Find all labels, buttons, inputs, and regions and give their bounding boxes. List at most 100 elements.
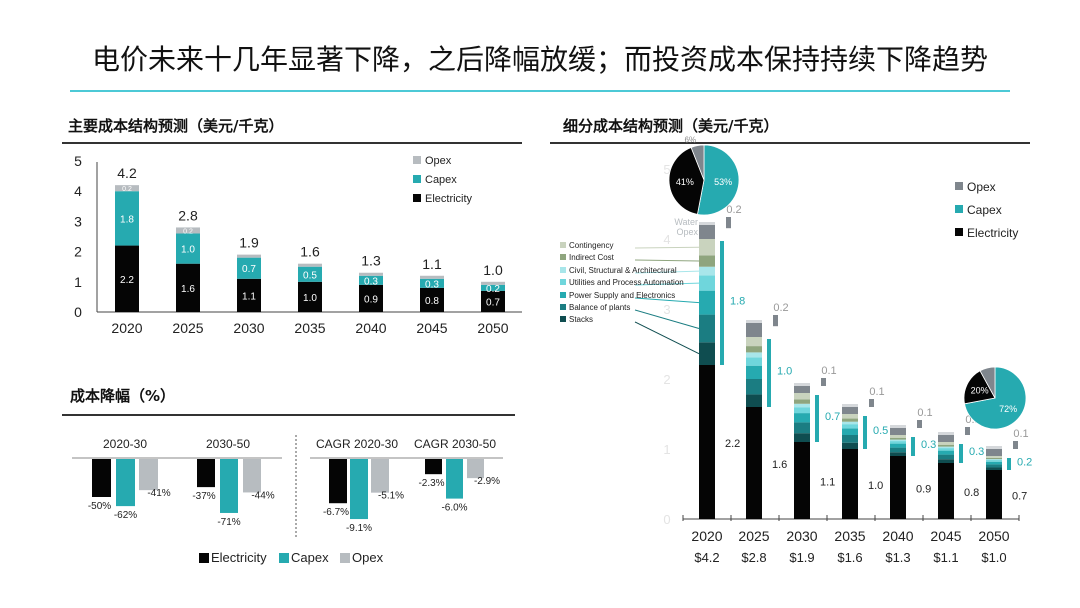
reduction-bar	[350, 459, 368, 520]
y-tick-label: 4	[663, 232, 670, 247]
x-tick-label: 2045	[416, 320, 447, 336]
slide-title: 电价未来十几年显著下降，之后降幅放缓；而投资成本保持持续下降趋势	[91, 43, 988, 76]
component-legend-label: Balance of plants	[569, 303, 630, 312]
component-swatch	[560, 279, 566, 285]
opex-value-label: 0.1	[917, 407, 932, 419]
bar-value-label: 0.9	[364, 294, 378, 305]
group-label: 2030-50	[206, 437, 250, 451]
opex-value-label: 0.2	[726, 204, 741, 216]
opex-marker	[965, 427, 970, 435]
leader-line	[634, 246, 700, 249]
reduction-bar	[243, 459, 261, 493]
group-label: 2020-30	[103, 437, 147, 451]
pie-slice-electricity	[668, 146, 705, 215]
bar-capex	[115, 191, 139, 246]
bar-capex-indirect-cost	[794, 399, 810, 404]
capex-value-label: 0.3	[969, 446, 984, 458]
bar-total-label: 1.9	[239, 235, 259, 251]
x-tick-label: 2050	[978, 528, 1009, 544]
bar-capex	[420, 278, 444, 288]
y-tick-label: 1	[663, 442, 670, 457]
opex-marker	[773, 315, 778, 327]
bar-electricity	[794, 442, 810, 519]
bar-electricity	[746, 407, 762, 519]
opex-value-label: 0.1	[821, 365, 836, 377]
group-label: CAGR 2020-30	[316, 437, 398, 451]
x-tick-label: 2020	[111, 320, 142, 336]
legend-swatch	[413, 194, 421, 202]
bar-electricity	[237, 278, 261, 312]
section-divider	[550, 142, 1030, 144]
capex-bracket	[767, 339, 771, 407]
bar-capex-indirect-cost	[699, 255, 715, 267]
bar-value-label: 0.3	[425, 279, 439, 290]
reduction-label: -6.7%	[323, 507, 349, 518]
reduction-label: -2.9%	[474, 476, 500, 487]
bar-electricity	[298, 281, 322, 312]
bar-electricity	[699, 365, 715, 519]
bar-total-label: 1.0	[483, 262, 503, 278]
detail-cost-title: 细分成本结构预测（美元/千克）	[563, 117, 779, 135]
reduction-bar	[425, 459, 442, 475]
bar-electricity	[481, 290, 505, 312]
reduction-bar	[329, 459, 347, 504]
legend-swatch	[955, 228, 963, 236]
bar-electricity	[890, 456, 906, 519]
reduction-bar	[467, 459, 484, 479]
bar-capex	[237, 257, 261, 279]
bar-value-label: 1.0	[303, 293, 317, 304]
capex-bracket	[863, 416, 867, 449]
y-tick-label: 3	[663, 302, 670, 317]
legend-swatch	[199, 553, 209, 563]
electricity-value-label: 0.8	[964, 487, 979, 499]
legend-label: Capex	[967, 203, 1002, 217]
title-divider	[70, 90, 1010, 92]
bar-opex	[176, 227, 200, 234]
bar-capex-civil-structural-architectural	[746, 352, 762, 358]
x-tick-label: 2020	[691, 528, 722, 544]
total-cost-label: $1.6	[837, 550, 862, 565]
bar-capex-utilities-and-process-automation	[890, 441, 906, 444]
bar-capex-power-supply-and-electronics	[938, 450, 954, 455]
bar-water	[986, 446, 1002, 449]
bar-water	[890, 425, 906, 428]
bar-capex-indirect-cost	[890, 437, 906, 440]
bar-value-label: 0.8	[425, 296, 439, 307]
electricity-value-label: 2.2	[725, 438, 740, 450]
pie-slice-opex	[690, 144, 705, 181]
component-legend-label: Contingency	[569, 241, 613, 250]
total-cost-label: $2.8	[741, 550, 766, 565]
bar-capex-stacks	[699, 342, 715, 365]
component-swatch	[560, 292, 566, 298]
bar-total-label: 2.8	[178, 207, 198, 223]
bar-total-label: 1.6	[300, 244, 320, 260]
pie-label: 20%	[971, 386, 989, 396]
section-divider	[62, 142, 522, 144]
bar-capex-utilities-and-process-automation	[794, 407, 810, 414]
y-tick-label: 2	[663, 372, 670, 387]
total-cost-label: $4.2	[694, 550, 719, 565]
bar-electricity	[176, 263, 200, 312]
x-tick-label: 2030	[786, 528, 817, 544]
bar-value-label: 0.5	[303, 270, 317, 281]
bar-capex-indirect-cost	[938, 444, 954, 447]
x-tick-label: 2030	[233, 320, 264, 336]
pie-slice-electricity	[963, 370, 996, 405]
capex-bracket	[1007, 458, 1011, 470]
bar-capex-contingency	[842, 414, 858, 419]
legend-swatch	[413, 156, 421, 164]
bar-capex-power-supply-and-electronics	[794, 413, 810, 423]
reduction-label: -9.1%	[346, 523, 372, 534]
main-cost-title: 主要成本结构预测（美元/千克）	[68, 117, 284, 135]
reduction-label: -5.1%	[378, 491, 404, 502]
bar-capex-balance-of-plants	[986, 464, 1002, 468]
y-tick-label: 2	[74, 244, 82, 260]
bar-capex-contingency	[986, 456, 1002, 458]
bar-opex	[359, 272, 383, 276]
opex-marker	[1013, 441, 1018, 449]
component-legend-label: Stacks	[569, 315, 593, 324]
leader-line	[634, 270, 700, 274]
bar-electricity	[842, 449, 858, 519]
bar-capex-utilities-and-process-automation	[746, 357, 762, 366]
